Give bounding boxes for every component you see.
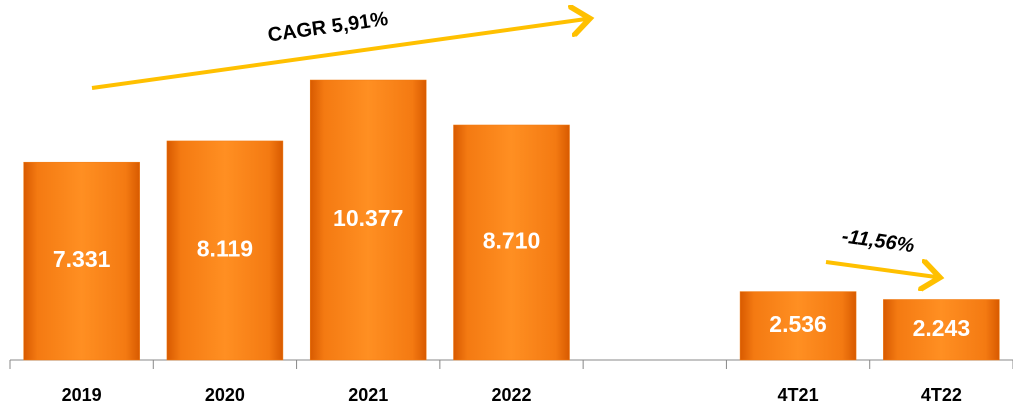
- trend-arrow: [825, 262, 936, 277]
- bar: [453, 124, 570, 361]
- x-tick-label: 4T21: [778, 385, 819, 405]
- x-tick-label: 2019: [62, 385, 102, 405]
- value-label: 8.119: [197, 236, 253, 262]
- trend-arrow: [91, 19, 586, 90]
- value-label: 7.331: [53, 246, 111, 272]
- x-tick-label: 2022: [491, 385, 531, 405]
- x-tick-label: 4T22: [921, 385, 962, 405]
- value-label: 2.243: [913, 315, 971, 341]
- bar: [23, 161, 140, 361]
- value-label: 8.710: [483, 228, 541, 254]
- bar: [739, 291, 857, 361]
- value-label: 10.377: [333, 205, 403, 231]
- x-tick-label: 2021: [348, 385, 388, 405]
- annotation: -11,56%: [840, 225, 916, 257]
- bar: [309, 79, 427, 361]
- bar: [883, 299, 1000, 361]
- value-label: 2.536: [769, 311, 827, 337]
- x-tick-label: 2020: [205, 385, 245, 405]
- annotation: CAGR 5,91%: [266, 8, 389, 47]
- bar: [166, 140, 284, 361]
